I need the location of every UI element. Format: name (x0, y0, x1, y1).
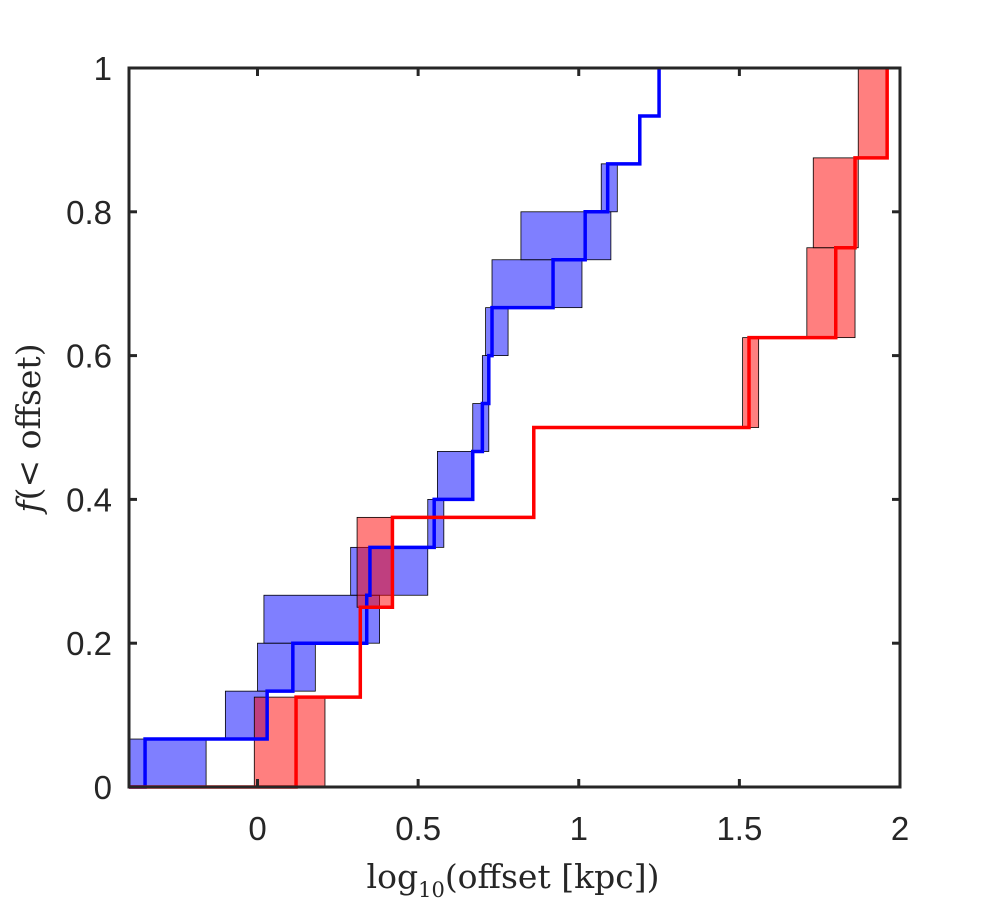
band-series-1-12 (520, 211, 612, 261)
x-tick-label: 1.5 (716, 810, 762, 847)
band-series-1-1 (128, 738, 207, 788)
cdf-lines (129, 68, 889, 789)
y-tick-label: 0.6 (66, 338, 112, 375)
band-series-1-11 (491, 259, 583, 309)
x-tick-label: 0 (248, 810, 266, 847)
y-tick-label: 0.4 (66, 481, 112, 518)
y-tick-label: 0.2 (66, 625, 112, 662)
band-series-1-3 (257, 642, 316, 692)
cdf-line-series-1 (129, 68, 661, 789)
band-series-1-10 (485, 307, 509, 356)
band-series-2-4 (806, 247, 856, 339)
x-axis-label: log10(offset [kpc]) (367, 857, 660, 899)
y-tick-label: 0.8 (66, 194, 112, 231)
x-tick-label: 2 (891, 810, 909, 847)
band-series-2-1 (253, 696, 326, 788)
x-tick-label: 0.5 (395, 810, 441, 847)
cdf-line-series-2 (129, 68, 889, 789)
y-tick-label: 0 (94, 769, 112, 806)
band-series-2-6 (857, 67, 888, 159)
uncertainty-bands (128, 67, 888, 788)
axes-frame (127, 66, 902, 789)
y-tick-label: 1 (94, 50, 112, 87)
x-tick-label: 1 (570, 810, 588, 847)
band-series-2-2 (356, 516, 393, 608)
y-axis-label: f(< offset) (9, 343, 48, 515)
axis-ticks: 0 0.5 1 1.5 2 0 0.2 0.4 0.6 0.8 1 (66, 50, 909, 847)
band-series-1-7 (436, 451, 474, 500)
band-series-2-5 (812, 157, 859, 249)
